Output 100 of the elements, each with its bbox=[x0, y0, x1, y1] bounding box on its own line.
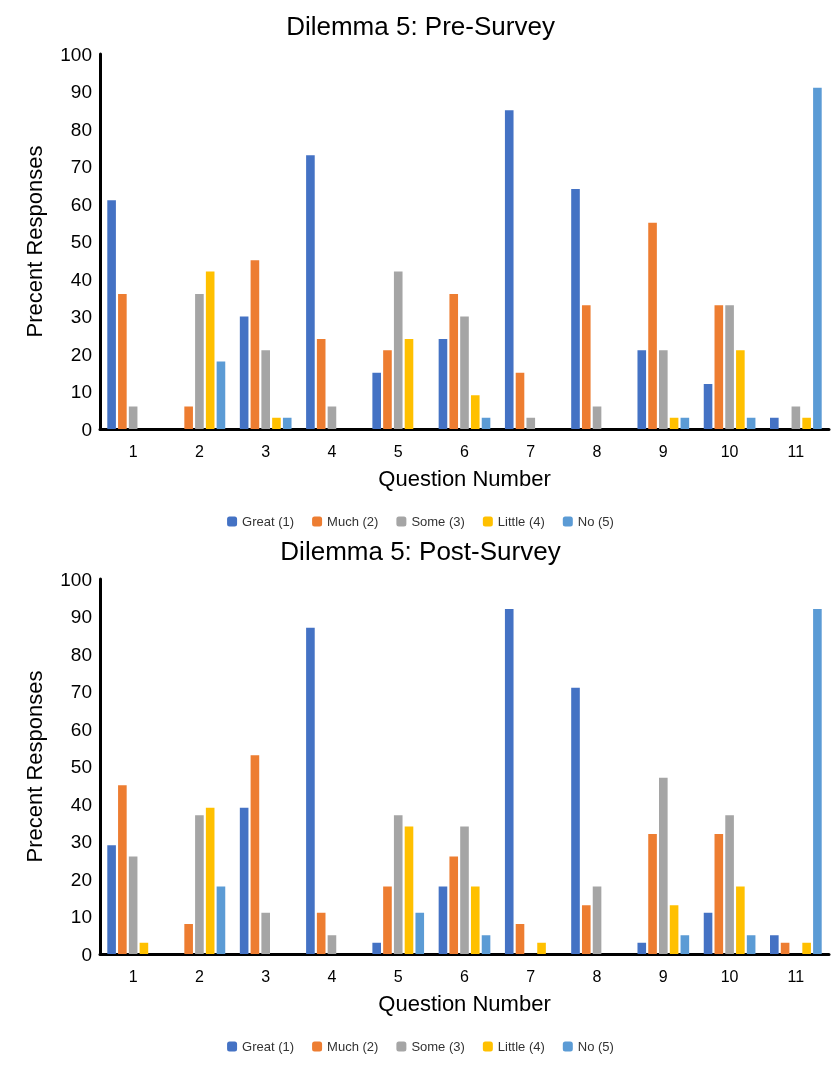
bar bbox=[515, 924, 525, 954]
bar bbox=[504, 110, 514, 429]
bar bbox=[449, 856, 459, 954]
bar bbox=[592, 886, 602, 954]
x-tick-label: 5 bbox=[393, 967, 403, 985]
y-tick-label: 50 bbox=[70, 756, 92, 777]
y-axis-title: Precent Responses bbox=[21, 145, 47, 338]
bar bbox=[239, 807, 249, 954]
bar bbox=[184, 406, 193, 429]
bar bbox=[659, 777, 668, 954]
bar bbox=[780, 942, 790, 954]
x-tick-label: 5 bbox=[393, 442, 403, 460]
x-axis-title: Question Number bbox=[378, 465, 551, 491]
bar bbox=[581, 905, 591, 954]
y-axis-title: Precent Responses bbox=[21, 670, 47, 863]
bar bbox=[592, 406, 602, 429]
legend-label: Some (3) bbox=[411, 514, 465, 529]
y-tick-label: 0 bbox=[81, 418, 92, 440]
bar bbox=[184, 924, 193, 954]
x-tick-label: 9 bbox=[658, 967, 668, 985]
bar bbox=[393, 271, 403, 429]
bar bbox=[515, 372, 525, 429]
bar bbox=[770, 935, 779, 954]
x-tick-label: 1 bbox=[128, 967, 138, 985]
x-tick-label: 2 bbox=[194, 967, 204, 985]
bar bbox=[736, 886, 745, 954]
bar bbox=[438, 339, 448, 429]
bar bbox=[746, 417, 756, 429]
bar bbox=[139, 942, 149, 954]
bar bbox=[372, 942, 381, 954]
bar bbox=[648, 222, 657, 429]
bar bbox=[802, 942, 811, 954]
x-tick-label: 4 bbox=[327, 967, 337, 985]
legend-label: Little (4) bbox=[497, 1039, 545, 1054]
legend-label: No (5) bbox=[577, 514, 614, 529]
y-tick-label: 100 bbox=[60, 568, 92, 590]
x-axis-title: Question Number bbox=[378, 990, 551, 1016]
bar bbox=[306, 627, 315, 954]
legend-label: Great (1) bbox=[242, 1039, 295, 1054]
y-tick-label: 70 bbox=[70, 681, 92, 702]
y-tick-label: 70 bbox=[70, 156, 92, 177]
x-tick-label: 10 bbox=[720, 442, 739, 460]
bar bbox=[504, 609, 514, 954]
x-tick-label: 2 bbox=[194, 442, 204, 460]
y-tick-label: 40 bbox=[70, 268, 92, 290]
y-tick-label: 10 bbox=[70, 906, 92, 927]
bar bbox=[680, 417, 690, 429]
bar bbox=[659, 350, 668, 429]
x-tick-label: 8 bbox=[592, 967, 602, 985]
bar bbox=[316, 912, 326, 954]
bar bbox=[316, 339, 326, 429]
bar bbox=[118, 294, 127, 429]
y-tick-label: 90 bbox=[70, 81, 92, 102]
bar bbox=[813, 87, 822, 429]
bar bbox=[128, 856, 138, 954]
bar bbox=[404, 826, 414, 954]
bar bbox=[714, 834, 724, 954]
bar bbox=[118, 785, 127, 954]
bar bbox=[327, 406, 337, 429]
bar bbox=[306, 155, 315, 429]
x-tick-label: 7 bbox=[526, 442, 536, 460]
legend-label: No (5) bbox=[577, 1039, 614, 1054]
x-tick-label: 7 bbox=[526, 967, 536, 985]
x-tick-label: 4 bbox=[327, 442, 337, 460]
x-tick-label: 10 bbox=[720, 967, 739, 985]
legend-label: Much (2) bbox=[327, 514, 379, 529]
bar bbox=[481, 417, 491, 429]
y-tick-label: 40 bbox=[70, 793, 92, 815]
bar bbox=[404, 339, 414, 429]
bar bbox=[415, 912, 425, 954]
y-tick-label: 0 bbox=[81, 943, 92, 965]
bar bbox=[725, 305, 734, 429]
bar bbox=[449, 294, 459, 429]
y-tick-label: 50 bbox=[70, 231, 92, 252]
y-tick-label: 80 bbox=[70, 643, 92, 665]
bar bbox=[383, 886, 392, 954]
bar bbox=[571, 189, 580, 429]
bar bbox=[327, 935, 337, 954]
y-tick-label: 60 bbox=[70, 193, 92, 215]
x-tick-label: 3 bbox=[261, 967, 271, 985]
bar bbox=[372, 372, 381, 429]
bar bbox=[239, 316, 249, 429]
chart-title: Dilemma 5: Post-Survey bbox=[280, 536, 561, 566]
bar bbox=[261, 350, 270, 429]
y-tick-label: 90 bbox=[70, 606, 92, 627]
bar bbox=[770, 417, 779, 429]
legend-label: Little (4) bbox=[497, 514, 545, 529]
bar bbox=[282, 417, 292, 429]
bar bbox=[393, 815, 403, 954]
y-tick-label: 30 bbox=[70, 306, 92, 327]
y-tick-label: 20 bbox=[70, 868, 92, 890]
bar bbox=[714, 305, 724, 429]
bar bbox=[107, 845, 116, 954]
bar bbox=[195, 294, 204, 429]
bar bbox=[680, 935, 690, 954]
bar bbox=[470, 395, 480, 429]
bar bbox=[746, 935, 756, 954]
y-tick-label: 80 bbox=[70, 118, 92, 140]
y-tick-label: 100 bbox=[60, 43, 92, 65]
bar bbox=[481, 935, 491, 954]
